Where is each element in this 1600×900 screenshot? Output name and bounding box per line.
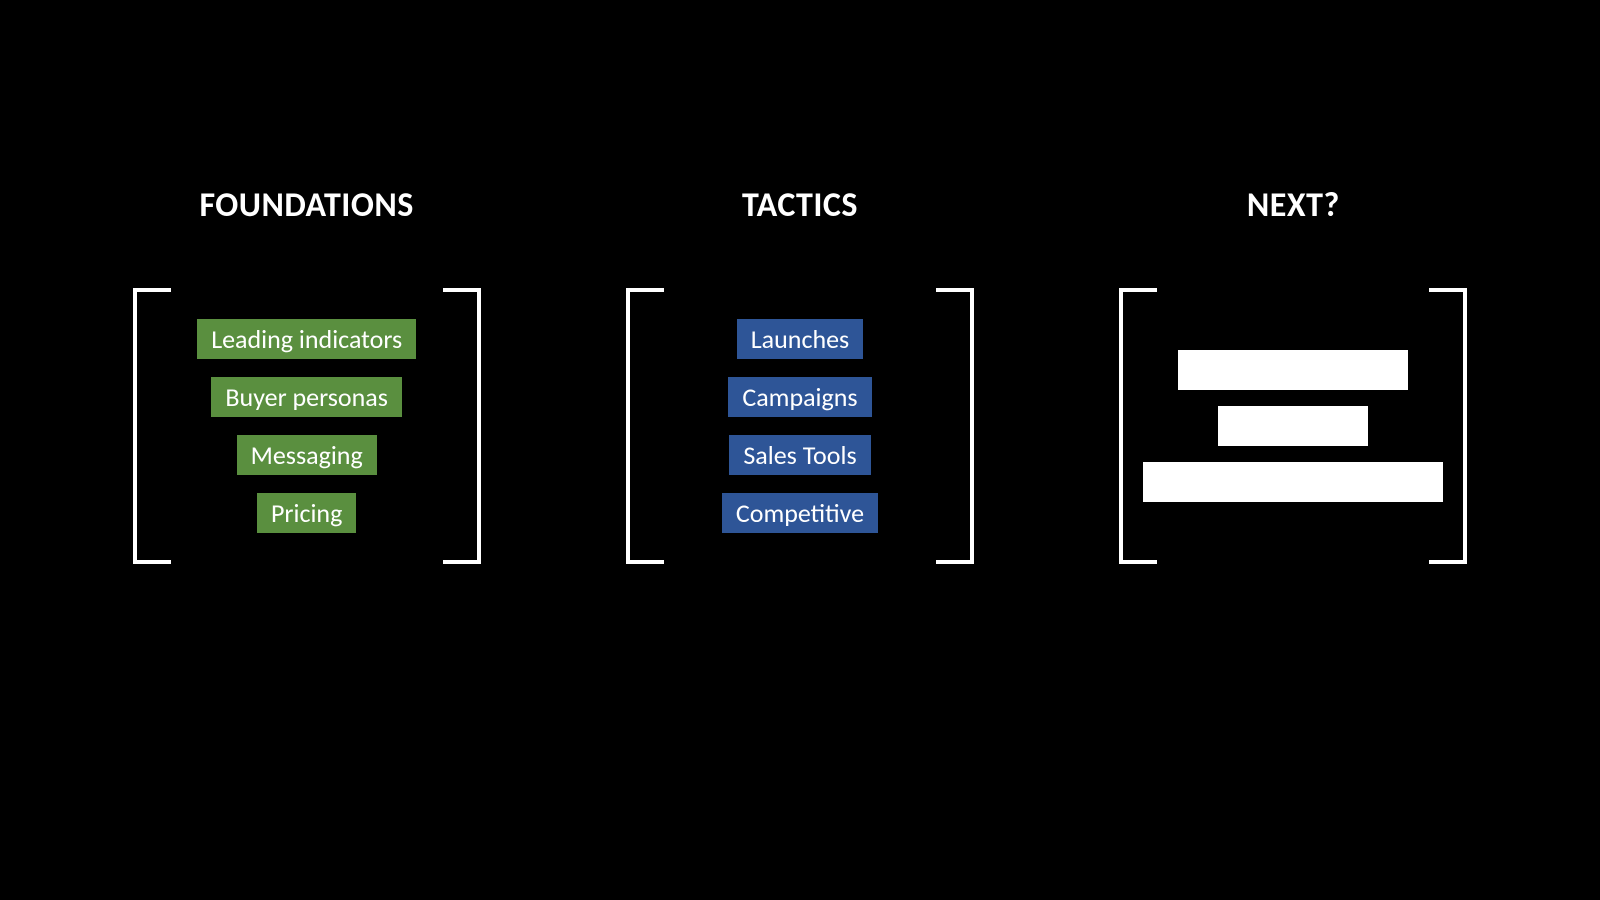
pill-messaging: Messaging <box>237 435 377 475</box>
bracket-box-tactics: Launches Campaigns Sales Tools Competiti… <box>620 286 980 566</box>
column-next: NEXT? <box>1083 185 1503 566</box>
pill-sales-tools: Sales Tools <box>729 435 870 475</box>
pill-competitive: Competitive <box>722 493 878 533</box>
pill-launches: Launches <box>737 319 863 359</box>
column-tactics: TACTICS Launches Campaigns Sales Tools C… <box>590 185 1010 566</box>
blank-bar-2 <box>1218 406 1368 446</box>
blank-bar-3 <box>1143 462 1443 502</box>
pill-pricing: Pricing <box>257 493 356 533</box>
column-title-foundations: FOUNDATIONS <box>199 185 413 226</box>
bracket-box-next <box>1113 286 1473 566</box>
bracket-box-foundations: Leading indicators Buyer personas Messag… <box>127 286 487 566</box>
column-title-tactics: TACTICS <box>742 185 858 226</box>
bracket-left-icon <box>127 286 175 566</box>
bracket-left-icon <box>1113 286 1161 566</box>
bracket-right-icon <box>1425 286 1473 566</box>
diagram-columns: FOUNDATIONS Leading indicators Buyer per… <box>0 185 1600 566</box>
pill-leading-indicators: Leading indicators <box>197 319 416 359</box>
bracket-right-icon <box>932 286 980 566</box>
column-title-next: NEXT? <box>1247 185 1340 226</box>
pill-buyer-personas: Buyer personas <box>211 377 402 417</box>
bracket-right-icon <box>439 286 487 566</box>
column-foundations: FOUNDATIONS Leading indicators Buyer per… <box>97 185 517 566</box>
pill-campaigns: Campaigns <box>728 377 871 417</box>
bracket-left-icon <box>620 286 668 566</box>
blank-bar-1 <box>1178 350 1408 390</box>
